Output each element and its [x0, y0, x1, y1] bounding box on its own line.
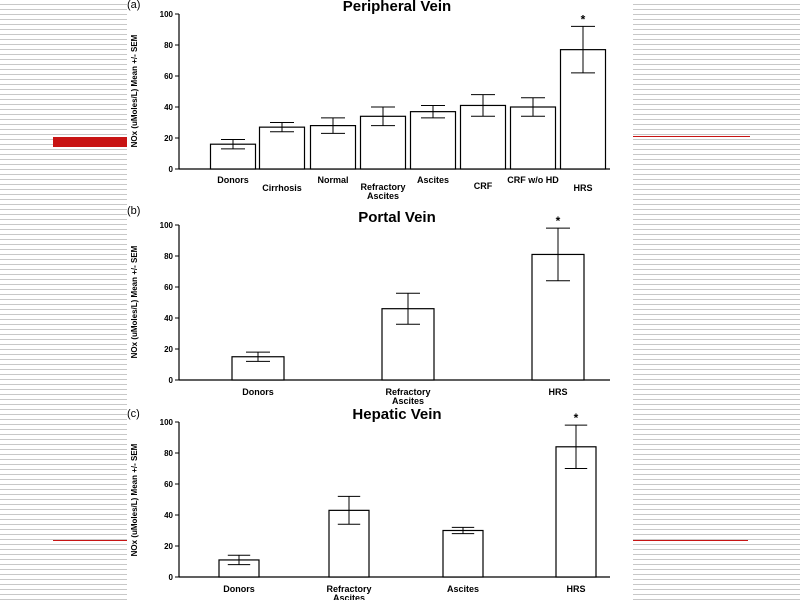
x-category-label: HRS	[548, 387, 567, 397]
chart-title: Portal Vein	[358, 209, 436, 226]
chart-panel-2: Portal Vein (b) NOx (uMoles/L) Mean +/- SE…	[127, 205, 610, 406]
figure-panel: Peripheral Vein (a) NOx (uMoles/L) Mean +/…	[127, 0, 633, 600]
x-category-label-line: Ascites	[392, 396, 424, 406]
y-tick-label: 0	[169, 376, 174, 385]
bar	[328, 509, 370, 578]
y-tick-label: 60	[164, 72, 173, 81]
y-tick-label: 80	[164, 252, 173, 261]
x-category-label: HRS	[566, 584, 585, 594]
panel-letter: (c)	[127, 408, 140, 420]
y-tick-label: 80	[164, 449, 173, 458]
bar	[309, 124, 357, 170]
x-category-label-line: Refractory	[326, 584, 371, 594]
chart-title: Hepatic Vein	[352, 406, 441, 423]
x-category-label: Refractory Ascites	[326, 584, 371, 600]
x-category-label: Ascites	[417, 175, 449, 185]
x-category-label: Donors	[242, 387, 274, 397]
x-category-label: Donors	[223, 584, 255, 594]
x-category-label: Cirrhosis	[262, 183, 302, 193]
y-tick-label: 0	[169, 573, 174, 582]
y-tick-label: 20	[164, 134, 173, 143]
y-axis-label: NOx (uMoles/L) Mean +/- SEM	[130, 34, 139, 147]
significance-marker: *	[581, 12, 586, 26]
chart-title: Peripheral Vein	[343, 0, 451, 15]
y-tick-label: 60	[164, 283, 173, 292]
bar	[559, 49, 607, 170]
y-tick-label: 20	[164, 345, 173, 354]
x-category-label: Donors	[217, 175, 249, 185]
significance-marker: *	[574, 411, 579, 425]
red-accent-line	[53, 540, 128, 541]
y-tick-label: 0	[169, 165, 174, 174]
red-accent-bar	[53, 137, 128, 147]
y-tick-label: 60	[164, 480, 173, 489]
x-category-label: Refractory Ascites	[360, 182, 405, 201]
red-accent-line	[633, 136, 750, 137]
x-category-label: HRS	[573, 183, 592, 193]
x-category-label-line: Refractory	[385, 387, 430, 397]
chart-panel-1: Peripheral Vein (a) NOx (uMoles/L) Mean +/…	[127, 0, 610, 201]
significance-marker: *	[556, 214, 561, 228]
charts-figure: Peripheral Vein (a) NOx (uMoles/L) Mean +/…	[127, 0, 610, 600]
y-tick-label: 20	[164, 542, 173, 551]
y-tick-label: 100	[160, 418, 174, 427]
x-category-label-line: Refractory	[360, 182, 405, 192]
y-tick-label: 40	[164, 511, 173, 520]
y-axis-label: NOx (uMoles/L) Mean +/- SEM	[130, 443, 139, 556]
x-category-label: CRF	[474, 181, 493, 191]
panel-letter: (b)	[127, 205, 140, 217]
y-tick-label: 40	[164, 103, 173, 112]
red-accent-line	[633, 540, 748, 541]
y-tick-label: 80	[164, 41, 173, 50]
y-tick-label: 100	[160, 10, 174, 19]
x-category-label-line: Ascites	[367, 191, 399, 201]
panel-letter: (a)	[127, 0, 140, 11]
x-category-label: CRF w/o HD	[507, 175, 559, 185]
bar	[258, 126, 306, 170]
bar	[442, 529, 484, 578]
x-category-label: Normal	[317, 175, 348, 185]
bar	[409, 111, 457, 170]
x-category-label-line: Ascites	[333, 593, 365, 600]
x-category-label: Ascites	[447, 584, 479, 594]
y-tick-label: 100	[160, 221, 174, 230]
chart-panel-3: Hepatic Vein (c) NOx (uMoles/L) Mean +/- S…	[127, 406, 610, 600]
y-axis-label: NOx (uMoles/L) Mean +/- SEM	[130, 245, 139, 358]
y-tick-label: 40	[164, 314, 173, 323]
x-category-label: Refractory Ascites	[385, 387, 430, 406]
